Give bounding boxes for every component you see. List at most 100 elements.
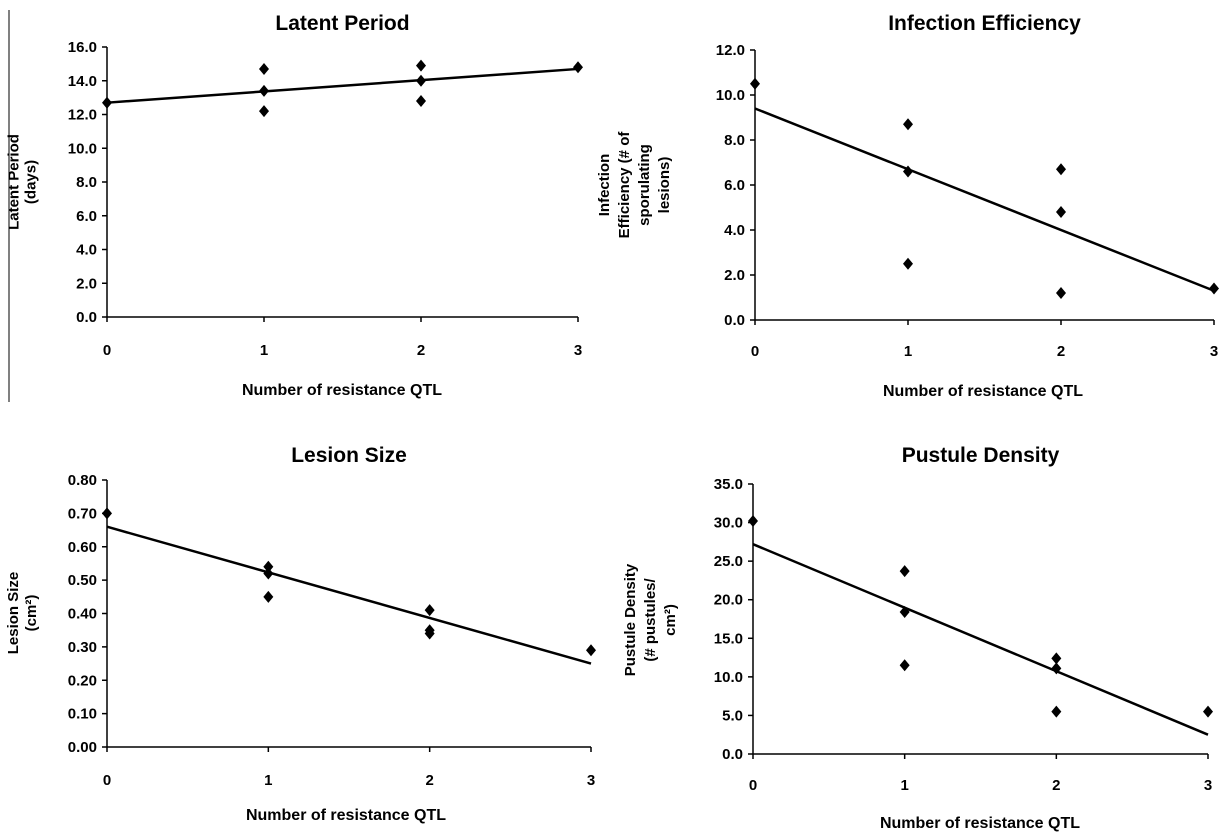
data-point bbox=[263, 560, 274, 573]
data-point bbox=[102, 96, 112, 109]
x-tick-label: 3 bbox=[574, 342, 582, 359]
chart-panel-1: Infection Efficiency 0.0 2.0 4.0 6.0 8.0 10.0 1… bbox=[596, 12, 1219, 400]
x-tick-label: 1 bbox=[260, 342, 268, 359]
y-tick-label: 8.0 bbox=[724, 132, 745, 149]
chart-title: Latent Period bbox=[275, 12, 409, 35]
y-tick-label: 5.0 bbox=[722, 707, 743, 724]
y-axis-title-line: Pustule Density bbox=[622, 563, 639, 676]
y-axis-title-line: (cm²) bbox=[23, 595, 40, 632]
data-point bbox=[259, 84, 269, 97]
y-tick-label: 0.70 bbox=[68, 505, 97, 522]
data-point bbox=[903, 165, 913, 178]
data-point bbox=[1056, 206, 1066, 218]
data-point bbox=[899, 606, 910, 619]
data-point bbox=[1056, 163, 1066, 176]
trend-line bbox=[754, 107, 1215, 292]
y-axis-title-line: Infection bbox=[596, 154, 613, 217]
y-tick-label: 14.0 bbox=[68, 73, 97, 90]
y-tick-label: 20.0 bbox=[714, 592, 743, 609]
data-point bbox=[899, 659, 910, 672]
x-tick-label: 0 bbox=[103, 772, 111, 789]
y-tick-label: 0.60 bbox=[68, 539, 97, 556]
x-tick-label: 3 bbox=[1210, 343, 1218, 360]
x-tick-label: 2 bbox=[1052, 777, 1060, 794]
y-tick-label: 12.0 bbox=[716, 42, 745, 59]
chart-title: Lesion Size bbox=[291, 444, 407, 467]
chart-title: Pustule Density bbox=[902, 444, 1060, 467]
y-axis-title-line: Latent Period bbox=[6, 134, 23, 230]
chart-title: Infection Efficiency bbox=[888, 12, 1081, 35]
data-point bbox=[1209, 282, 1219, 295]
chart-panel-0: Latent Period 0.0 2.0 4.0 6.0 8.0 10.0 12.0 14.0… bbox=[6, 12, 583, 399]
y-tick-label: 0.00 bbox=[68, 739, 97, 756]
y-tick-label: 8.0 bbox=[76, 174, 97, 191]
y-tick-label: 0.50 bbox=[68, 572, 97, 589]
y-axis-title: Latent Period (days) bbox=[6, 134, 40, 230]
x-tick-label: 2 bbox=[417, 342, 425, 359]
x-tick-label: 3 bbox=[587, 772, 595, 789]
x-tick-label: 0 bbox=[103, 342, 111, 359]
y-axis-title-line: Efficiency (# of bbox=[616, 131, 633, 239]
data-point bbox=[1051, 705, 1062, 718]
y-tick-label: 10.0 bbox=[716, 87, 745, 104]
y-axis-title: Infection Efficiency (# of sporulating lesi… bbox=[596, 131, 673, 239]
x-axis-title: Number of resistance QTL bbox=[883, 383, 1083, 400]
x-tick-label: 3 bbox=[1204, 777, 1212, 794]
y-tick-label: 12.0 bbox=[68, 107, 97, 124]
y-tick-label: 4.0 bbox=[76, 242, 97, 259]
y-axis-title-line: Lesion Size bbox=[5, 572, 22, 655]
data-point bbox=[259, 62, 269, 75]
x-axis-title: Number of resistance QTL bbox=[246, 807, 446, 824]
data-point bbox=[263, 590, 274, 603]
x-axis-title: Number of resistance QTL bbox=[880, 815, 1080, 832]
x-tick-label: 1 bbox=[904, 343, 912, 360]
x-axis-title: Number of resistance QTL bbox=[242, 382, 442, 399]
x-tick-label: 0 bbox=[751, 343, 759, 360]
y-axis-title-line: lesions) bbox=[656, 157, 673, 214]
data-point bbox=[424, 604, 435, 617]
x-tick-label: 2 bbox=[425, 772, 433, 789]
y-axis-title: Pustule Density (# pustules/cm²) bbox=[622, 563, 679, 676]
y-tick-label: 4.0 bbox=[724, 222, 745, 239]
chart-panel-2: Lesion Size 0.00 0.10 0.20 0.30 0.40 0.50 0.60 0… bbox=[5, 444, 596, 824]
data-point bbox=[259, 105, 269, 118]
y-tick-label: 0.40 bbox=[68, 606, 97, 623]
trend-line bbox=[752, 543, 1209, 736]
data-point bbox=[1051, 652, 1062, 665]
chart-panel-3: Pustule Density 0.0 5.0 10.0 15.0 20.0 25.0 30.… bbox=[622, 444, 1213, 832]
y-tick-label: 10.0 bbox=[68, 140, 97, 157]
data-point bbox=[263, 567, 274, 580]
data-point bbox=[416, 95, 426, 107]
data-point bbox=[424, 627, 435, 640]
y-tick-label: 0.20 bbox=[68, 672, 97, 689]
trend-line bbox=[106, 525, 592, 665]
trend-line bbox=[106, 67, 579, 104]
y-tick-label: 0.0 bbox=[722, 746, 743, 763]
y-tick-label: 30.0 bbox=[714, 515, 743, 532]
y-axis-title-line: sporulating bbox=[636, 144, 653, 226]
y-tick-label: 0.0 bbox=[76, 309, 97, 326]
data-point bbox=[748, 515, 758, 528]
data-point bbox=[903, 257, 913, 270]
data-point bbox=[1056, 287, 1066, 299]
data-point bbox=[1051, 662, 1062, 675]
data-point bbox=[416, 59, 426, 72]
y-tick-label: 2.0 bbox=[76, 275, 97, 292]
y-tick-label: 0.10 bbox=[68, 706, 97, 723]
data-point bbox=[750, 77, 760, 90]
y-tick-label: 6.0 bbox=[76, 208, 97, 225]
data-point bbox=[573, 61, 583, 74]
data-point bbox=[586, 644, 596, 657]
data-point bbox=[899, 565, 910, 578]
y-tick-label: 16.0 bbox=[68, 39, 97, 56]
y-axis-title: Lesion Size (cm²) bbox=[5, 572, 40, 655]
data-point bbox=[1203, 705, 1213, 718]
y-tick-label: 0.80 bbox=[68, 472, 97, 489]
y-tick-label: 0.0 bbox=[724, 312, 745, 329]
y-tick-label: 6.0 bbox=[724, 177, 745, 194]
x-tick-label: 1 bbox=[900, 777, 908, 794]
y-tick-label: 25.0 bbox=[714, 553, 743, 570]
y-axis-title-line: (days) bbox=[23, 160, 40, 204]
y-tick-label: 0.30 bbox=[68, 639, 97, 656]
